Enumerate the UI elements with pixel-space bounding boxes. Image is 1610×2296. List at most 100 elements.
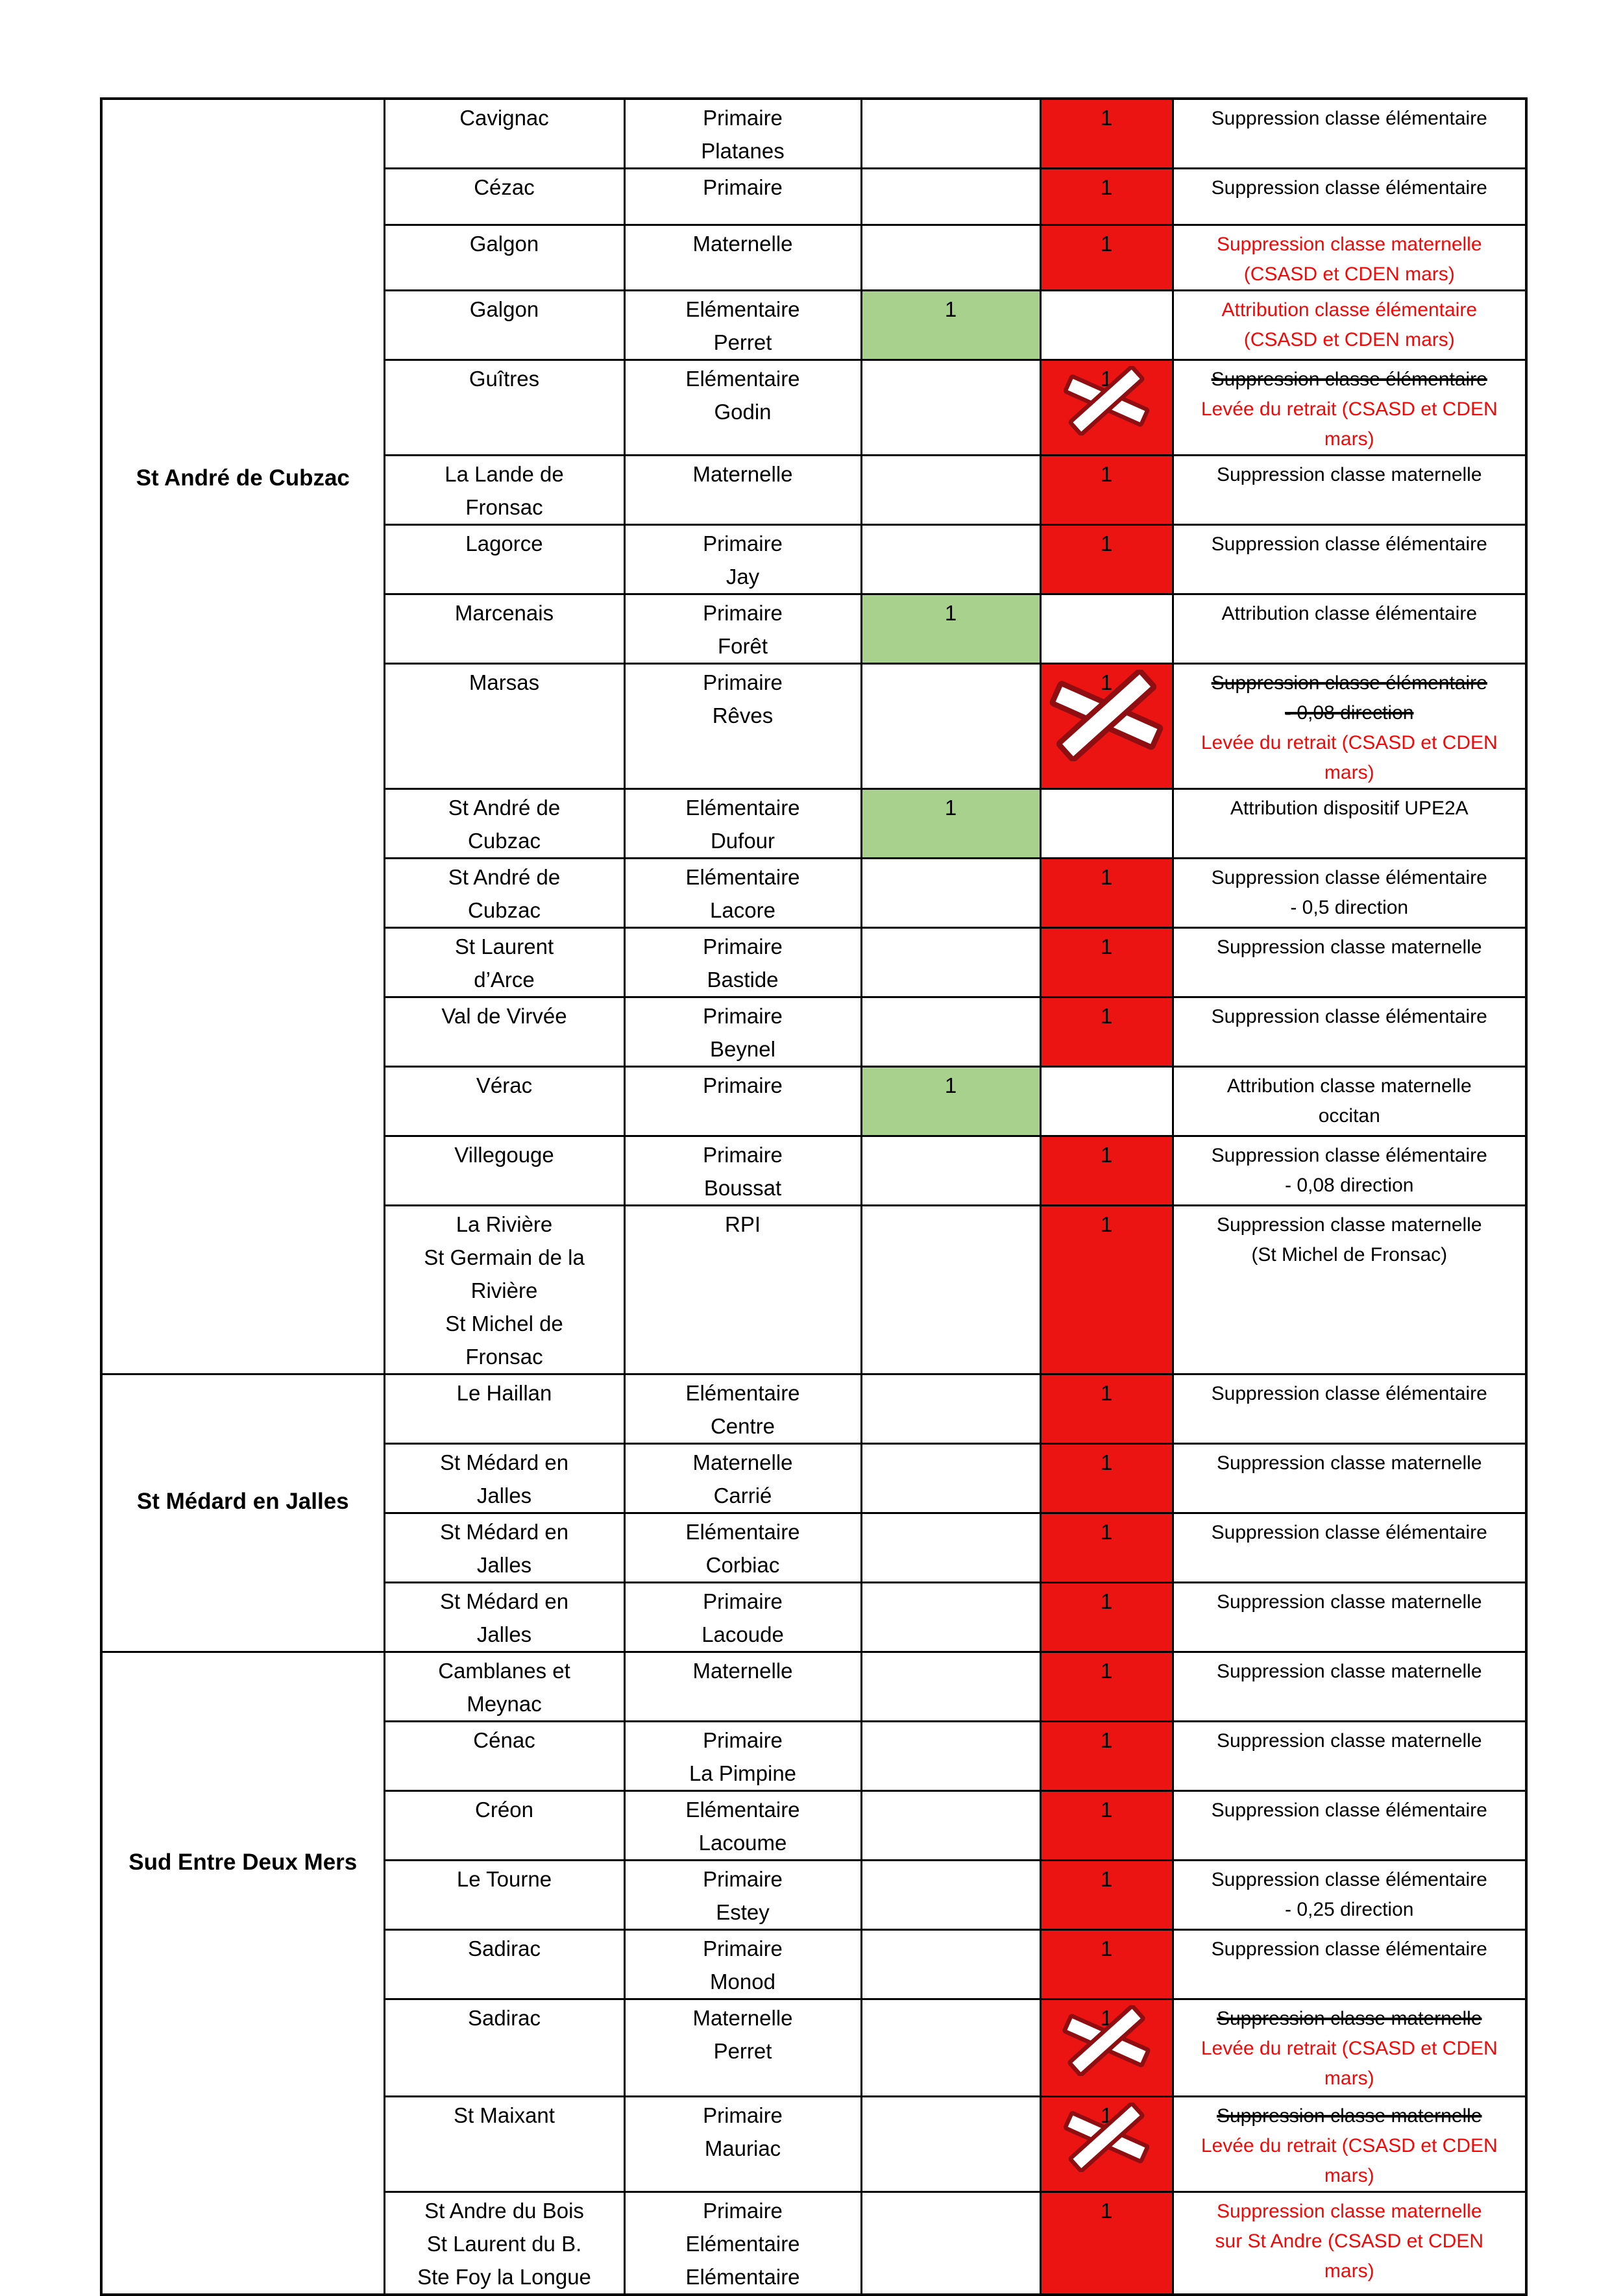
text-line: St André de — [448, 865, 561, 889]
suppression-value: 1 — [1100, 1143, 1113, 1167]
table-row: Lagorce Primaire Jay 1 Suppression classe él… — [101, 524, 1528, 595]
text-line: Primaire — [703, 531, 783, 556]
text-line: St André de — [448, 796, 561, 820]
text-line: Rivière — [470, 1278, 538, 1302]
commune-cell: La Rivière St Germain de la Rivière St Mich… — [383, 1204, 626, 1375]
text-line: Cubzac — [468, 829, 541, 853]
text-line: Elémentaire — [685, 1520, 800, 1544]
table-row: Cézac Primaire 1 Suppression classe élément… — [101, 167, 1528, 226]
suppression-value: 1 — [1100, 1798, 1113, 1822]
comment-cell: Suppression classe élémentaire - 0,08 dir… — [1171, 1135, 1528, 1206]
text-line: Cavignac — [459, 106, 549, 130]
comment-cell: Suppression classe maternelle Levée du re… — [1171, 1998, 1528, 2097]
table-row: St Laurent d’Arce Primaire Bastide 1 Suppress… — [101, 927, 1528, 998]
commune-cell: St Médard en Jalles — [383, 1582, 626, 1653]
text-line: St Médard en — [439, 1589, 569, 1613]
text-line: Perret — [713, 2039, 772, 2063]
text-line: Attribution classe maternelle — [1226, 1075, 1472, 1097]
comment-cell: Suppression classe maternelle (CSASD et C… — [1171, 224, 1528, 291]
text-line: St Andre du Bois — [424, 2199, 584, 2223]
text-line: Primaire — [703, 601, 783, 625]
commune-cell: Le Haillan — [383, 1373, 626, 1445]
sector-cell: St André de Cubzac — [100, 97, 385, 1375]
school-cell: Primaire Rêves — [623, 663, 862, 790]
text-line: Lacore — [710, 898, 775, 922]
school-cell: Primaire Lacoude — [623, 1582, 862, 1653]
attribution-cell — [860, 996, 1042, 1068]
school-cell: Primaire Jay — [623, 524, 862, 595]
comment-cell: Suppression classe élémentaire — [1171, 97, 1528, 169]
text-line: Galgon — [469, 232, 539, 256]
text-line: Primaire — [703, 1728, 783, 1752]
text-line: Suppression classe maternelle — [1216, 234, 1482, 255]
table-row: La Lande de Fronsac Maternelle 1 Suppression… — [101, 454, 1528, 526]
school-cell: Primaire — [623, 167, 862, 226]
text-line: Forêt — [717, 634, 768, 658]
comment-cell: Suppression classe maternelle Levée du re… — [1171, 2095, 1528, 2193]
suppression-cell: 1 — [1039, 857, 1174, 929]
table-row: Le Tourne Primaire Estey 1 Suppression class… — [101, 1859, 1528, 1931]
table-row: Galgon Elémentaire Perret 1 Attribution clas… — [101, 289, 1528, 361]
text-line: Elémentaire — [685, 1798, 800, 1822]
attribution-cell — [860, 1790, 1042, 1861]
cross-out-icon — [1063, 366, 1150, 435]
text-line: Suppression classe élémentaire — [1211, 369, 1487, 390]
allocation-table: St André de Cubzac Cavignac Primaire Platan… — [100, 97, 1528, 2296]
text-line: (CSASD et CDEN mars) — [1243, 329, 1455, 350]
text-line: RPI — [724, 1212, 761, 1236]
commune-cell: Val de Virvée — [383, 996, 626, 1068]
table-row: St Médard en Jalles Primaire Lacoude 1 Suppre… — [101, 1582, 1528, 1653]
school-cell: Primaire Estey — [623, 1859, 862, 1931]
table-row: St André de Cubzac Cavignac Primaire Platan… — [100, 97, 1528, 1375]
text-line: Camblanes et — [438, 1659, 570, 1683]
text-line: Elémentaire — [685, 2265, 800, 2289]
commune-cell: Cézac — [383, 167, 626, 226]
suppression-cell: 1 — [1039, 927, 1174, 998]
comment-cell: Suppression classe élémentaire Levée du r… — [1171, 359, 1528, 456]
text-line: Suppression classe élémentaire — [1211, 1800, 1487, 1821]
text-line: Cubzac — [468, 898, 541, 922]
attribution-cell — [860, 1443, 1042, 1514]
table-row: Vérac Primaire 1 Attribution classe materne… — [101, 1066, 1528, 1137]
suppression-cell: 1 — [1039, 996, 1174, 1068]
text-line: Elémentaire — [685, 2232, 800, 2256]
suppression-value: 1 — [1100, 106, 1113, 130]
text-line: St Germain de la — [424, 1245, 585, 1269]
attribution-cell: 1 — [860, 593, 1042, 665]
commune-cell: St Médard en Jalles — [383, 1443, 626, 1514]
text-line: Cénac — [473, 1728, 535, 1752]
school-cell: Primaire Bastide — [623, 927, 862, 998]
school-cell: Maternelle Carrié — [623, 1443, 862, 1514]
attribution-value: 1 — [944, 1073, 957, 1097]
text-line: Suppression classe élémentaire — [1211, 1006, 1487, 1027]
school-cell: Maternelle Perret — [623, 1998, 862, 2097]
suppression-value: 1 — [1100, 1450, 1113, 1474]
text-line: Suppression classe maternelle — [1216, 1730, 1482, 1752]
table-row: St André de Cubzac Elémentaire Dufour 1 Attri… — [101, 788, 1528, 859]
text-line: Suppression classe maternelle — [1216, 936, 1482, 958]
text-line: Villegouge — [454, 1143, 554, 1167]
text-line: St Maixant — [454, 2103, 555, 2127]
text-line: Maternelle — [692, 232, 793, 256]
comment-cell: Suppression classe maternelle — [1171, 927, 1528, 998]
commune-cell: Créon — [383, 1790, 626, 1861]
text-line: d’Arce — [474, 968, 535, 992]
suppression-cell: 1 — [1039, 1651, 1174, 1722]
text-line: Suppression classe maternelle — [1216, 1452, 1482, 1474]
text-line: La Rivière — [456, 1212, 553, 1236]
text-line: Jay — [726, 565, 760, 589]
comment-cell: Suppression classe élémentaire — [1171, 1512, 1528, 1583]
text-line: Créon — [475, 1798, 533, 1822]
text-line: Platanes — [701, 139, 785, 163]
commune-cell: Sadirac — [383, 1929, 626, 2000]
suppression-value: 1 — [1100, 1381, 1113, 1405]
text-line: Primaire — [703, 1004, 783, 1028]
text-line: Jalles — [476, 1622, 532, 1646]
text-line: Primaire — [703, 670, 783, 694]
comment-cell: Suppression classe élémentaire - 0,25 dir… — [1171, 1859, 1528, 1931]
text-line: Godin — [714, 400, 772, 424]
comment-cell: Suppression classe élémentaire — [1171, 167, 1528, 226]
school-cell: Elémentaire Lacoume — [623, 1790, 862, 1861]
text-line: Maternelle — [692, 1659, 793, 1683]
